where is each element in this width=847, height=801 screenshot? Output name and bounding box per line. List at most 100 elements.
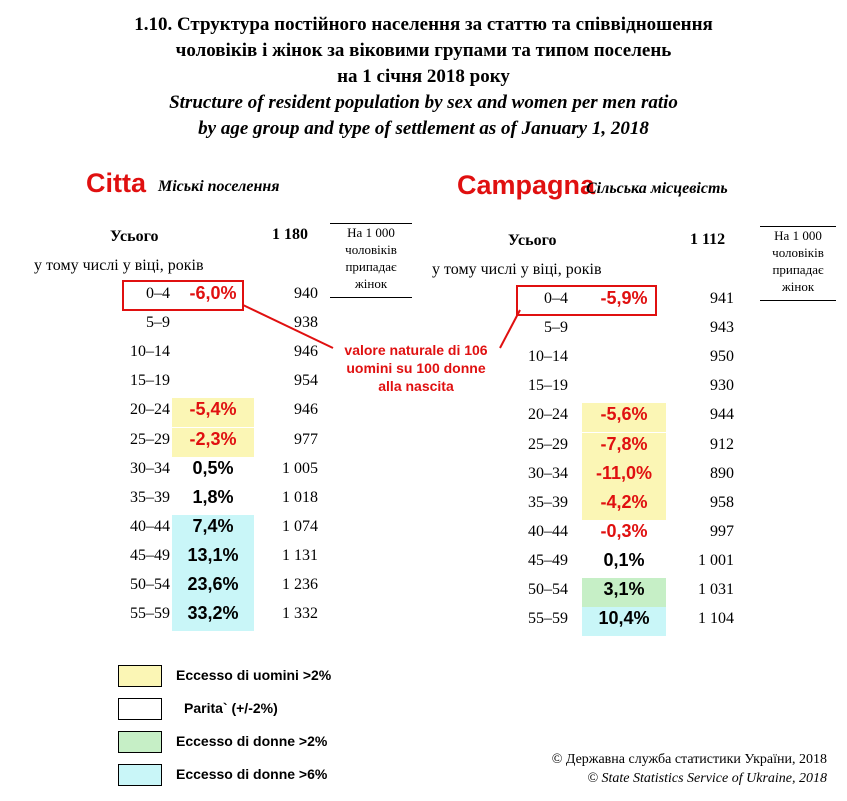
- age-group: 55–59: [130, 605, 170, 623]
- birth-group-box: [516, 285, 657, 317]
- title-en-line-2: by age group and type of settlement as o…: [198, 118, 649, 139]
- highlight-band: [582, 607, 666, 637]
- ratio-value: 944: [710, 406, 734, 424]
- highlight-band: [582, 490, 666, 520]
- ratio-value: 1 018: [282, 488, 318, 506]
- urban-head: Citta: [86, 168, 146, 198]
- rural-subtitle: Сільська місцевість: [586, 180, 728, 197]
- ratio-value: 938: [294, 314, 318, 332]
- highlight-band: [582, 461, 666, 491]
- ratio-value: 1 005: [282, 459, 318, 477]
- percent-deviation: -5,6%: [600, 404, 648, 425]
- title-en-line-1: Structure of resident population by sex …: [169, 92, 678, 113]
- credit-line-1: © Державна служба статистики України, 20…: [551, 752, 827, 767]
- title-line-2: чоловіків і жінок за віковими групами та…: [175, 40, 672, 61]
- connector-left: [242, 304, 334, 349]
- title-line-1: 1.10. Структура постійного населення за …: [134, 14, 713, 35]
- age-group: 40–44: [528, 522, 568, 540]
- highlight-band: [172, 398, 254, 428]
- ratio-line-4: жінок: [354, 276, 388, 291]
- percent-deviation: -11,0%: [595, 462, 653, 483]
- highlight-band: [582, 403, 666, 433]
- legend-swatch: [118, 665, 162, 687]
- age-group: 5–9: [146, 314, 170, 332]
- title-line-3: на 1 січня 2018 року: [337, 66, 510, 87]
- legend-label: Eccesso di donne >6%: [176, 766, 328, 782]
- age-group: 50–54: [130, 576, 170, 593]
- ratio-value: 1 074: [282, 517, 318, 535]
- ratio-value: 890: [710, 464, 734, 482]
- ratio-line-2: чоловіків: [772, 245, 824, 260]
- ratio-line-1: На 1 000: [347, 225, 395, 240]
- age-group: 35–39: [528, 493, 568, 511]
- note-line-1: valore naturale di 106: [344, 342, 488, 358]
- age-group: 40–44: [130, 517, 170, 535]
- ratio-value: 941: [710, 290, 734, 307]
- note-line-3: alla nascita: [378, 378, 454, 394]
- percent-deviation: 0,1%: [603, 549, 645, 570]
- percent-deviation: 7,4%: [192, 515, 234, 536]
- highlight-band: [172, 573, 254, 603]
- ratio-line-2: чоловіків: [345, 242, 397, 257]
- urban-subtitle: Міські поселення: [158, 178, 280, 195]
- age-group: 30–34: [130, 459, 170, 477]
- age-group: 45–49: [528, 551, 568, 569]
- ratio-value: 946: [294, 343, 318, 361]
- age-group: 20–24: [130, 401, 170, 419]
- ratio-line-4: жінок: [781, 279, 815, 294]
- ratio-value: 912: [710, 435, 734, 453]
- credit-line-2: © State Statistics Service of Ukraine, 2…: [587, 771, 827, 786]
- rural-sub-label: у тому числі у віці, років: [432, 261, 602, 278]
- ratio-value: 946: [294, 401, 318, 419]
- percent-deviation: 13,1%: [187, 544, 239, 565]
- ratio-value: 943: [710, 319, 734, 337]
- ratio-line-3: припадає: [345, 259, 397, 274]
- ratio-value: 954: [294, 372, 318, 390]
- percent-deviation: -4,2%: [600, 491, 648, 512]
- age-group: 10–14: [528, 348, 568, 366]
- rural-head: Campagna: [457, 170, 596, 200]
- age-group: 50–54: [528, 581, 568, 598]
- rural-ratio-header: На 1 000 чоловіків припадає жінок: [760, 226, 836, 301]
- percent-deviation: -5,9%: [600, 288, 648, 308]
- percent-deviation: 23,6%: [187, 574, 239, 594]
- highlight-band: [582, 578, 666, 608]
- ratio-value: 1 104: [698, 610, 734, 628]
- age-group: 30–34: [528, 464, 568, 482]
- urban-total-label: Усього: [110, 228, 159, 245]
- percent-deviation: -5,4%: [189, 399, 237, 420]
- highlight-band: [172, 602, 254, 632]
- rural-total-value: 1 112: [690, 231, 726, 248]
- ratio-value: 977: [294, 430, 318, 448]
- age-group: 15–19: [130, 372, 170, 390]
- ratio-value: 1 001: [698, 551, 734, 569]
- age-group: 0–4: [146, 285, 170, 302]
- highlight-band: [172, 427, 254, 457]
- percent-deviation: -2,3%: [189, 428, 237, 449]
- ratio-value: 930: [710, 377, 734, 395]
- urban-total-value: 1 180: [272, 226, 308, 243]
- age-group: 45–49: [130, 546, 170, 564]
- age-group: 15–19: [528, 377, 568, 395]
- ratio-line-3: припадає: [772, 262, 824, 277]
- ratio-value: 950: [710, 348, 734, 366]
- age-group: 0–4: [544, 290, 568, 307]
- percent-deviation: -6,0%: [189, 283, 237, 303]
- percent-deviation: 1,8%: [192, 486, 234, 507]
- legend-label: Eccesso di donne >2%: [176, 733, 328, 749]
- age-group: 25–29: [130, 430, 170, 448]
- highlight-band: [582, 432, 666, 462]
- birth-group-box: [122, 280, 244, 312]
- percent-deviation: -7,8%: [600, 433, 648, 454]
- age-group: 20–24: [528, 406, 568, 424]
- ratio-line-1: На 1 000: [774, 228, 822, 243]
- legend-swatch: [118, 764, 162, 786]
- legend-swatch: [118, 698, 162, 720]
- ratio-value: 1 131: [282, 546, 318, 564]
- note-line-2: uomini su 100 donne: [346, 360, 486, 376]
- birth-ratio-note: valore naturale di 106 uomini su 100 don…: [328, 341, 504, 395]
- highlight-band: [172, 543, 254, 573]
- age-group: 10–14: [130, 343, 170, 361]
- rural-total-label: Усього: [508, 232, 557, 249]
